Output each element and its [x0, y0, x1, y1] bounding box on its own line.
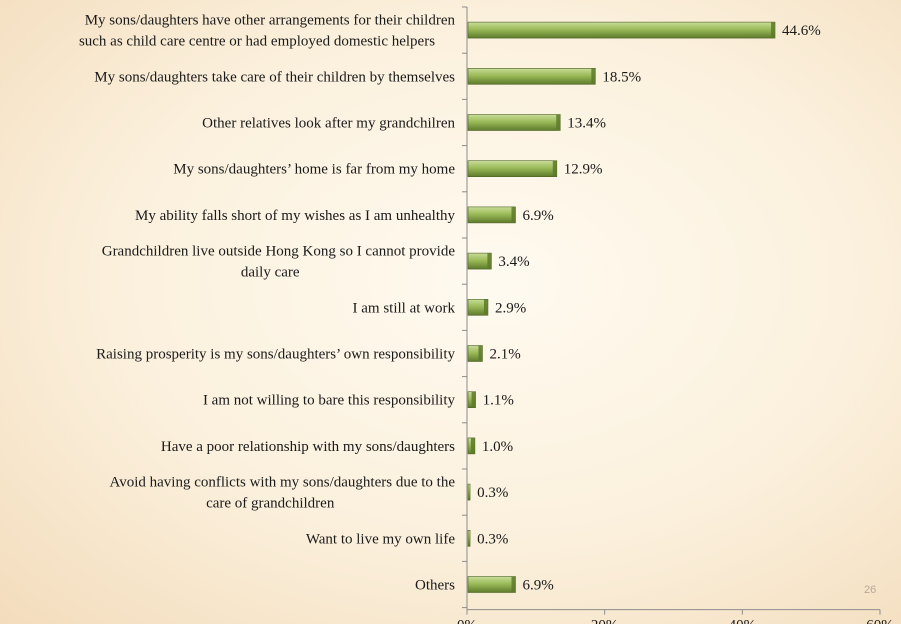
category-label-line: I am still at work — [353, 300, 456, 316]
bar — [467, 529, 471, 547]
bar — [467, 252, 492, 270]
bar — [467, 68, 596, 85]
category-label: I am still at work — [353, 300, 456, 316]
category-label-line: Avoid having conflicts with my sons/daug… — [109, 475, 455, 491]
value-label: 0.3% — [477, 485, 508, 501]
value-label: 1.0% — [482, 439, 513, 455]
category-label-line: My sons/daughters take care of their chi… — [94, 69, 455, 85]
category-label-line: care of grandchildren — [206, 496, 335, 512]
bar — [467, 298, 489, 316]
value-label: 2.9% — [495, 300, 526, 316]
category-label-line: My sons/daughters have other arrangement… — [85, 13, 456, 29]
value-label: 13.4% — [567, 116, 606, 132]
bar — [467, 576, 516, 593]
value-label: 3.4% — [498, 254, 529, 270]
category-label: My sons/daughters have other arrangement… — [79, 13, 456, 50]
category-label: Want to live my own life — [306, 531, 456, 547]
value-label: 6.9% — [522, 578, 553, 594]
bar — [467, 437, 476, 455]
category-label-line: Have a poor relationship with my sons/da… — [161, 439, 455, 455]
bar — [467, 21, 776, 39]
category-label: Other relatives look after my grandchilr… — [202, 116, 455, 132]
chart-axes — [462, 6, 881, 615]
category-label-line: daily care — [241, 265, 300, 281]
value-label: 6.9% — [522, 208, 553, 224]
x-tick-label: 20% — [591, 618, 619, 624]
value-label: 44.6% — [782, 23, 821, 39]
category-label-line: My ability falls short of my wishes as I… — [135, 208, 455, 224]
category-label-line: Want to live my own life — [306, 531, 456, 547]
slide-number: 26 — [864, 584, 877, 596]
category-label-line: such as child care centre or had employe… — [79, 34, 435, 50]
bar — [467, 391, 476, 409]
category-label: Have a poor relationship with my sons/da… — [161, 439, 455, 455]
category-label-line: Other relatives look after my grandchilr… — [202, 116, 455, 132]
category-label-line: Raising prosperity is my sons/daughters’… — [96, 347, 455, 363]
x-tick-label: 60% — [866, 618, 894, 624]
value-label: 18.5% — [602, 69, 641, 85]
bar — [467, 345, 483, 362]
x-tick-label: 0% — [457, 618, 477, 624]
category-label: Others — [415, 578, 455, 594]
category-label-line: Others — [415, 578, 455, 594]
category-label: Avoid having conflicts with my sons/daug… — [109, 475, 455, 512]
bar — [467, 114, 561, 131]
chart-bars — [467, 21, 776, 593]
value-label: 2.1% — [489, 347, 520, 363]
x-tick-label: 40% — [729, 618, 757, 624]
category-label: Raising prosperity is my sons/daughters’… — [96, 347, 455, 363]
category-label-line: I am not willing to bare this responsibi… — [203, 393, 456, 409]
bar — [467, 483, 471, 501]
bar — [467, 160, 558, 177]
value-label: 12.9% — [564, 162, 603, 178]
chart-labels: 0% 20% 40% 60% 44.6% My sons/daughters have o… — [79, 13, 894, 624]
category-label: My sons/daughters take care of their chi… — [94, 69, 455, 85]
bar — [467, 206, 516, 224]
value-label: 0.3% — [477, 531, 508, 547]
category-label: Grandchildren live outside Hong Kong so … — [102, 244, 456, 281]
category-label: My ability falls short of my wishes as I… — [135, 208, 455, 224]
category-label: I am not willing to bare this responsibi… — [203, 393, 456, 409]
category-label: My sons/daughters’ home is far from my h… — [173, 162, 455, 178]
value-label: 1.1% — [483, 393, 514, 409]
category-label-line: Grandchildren live outside Hong Kong so … — [102, 244, 456, 260]
category-label-line: My sons/daughters’ home is far from my h… — [173, 162, 455, 178]
